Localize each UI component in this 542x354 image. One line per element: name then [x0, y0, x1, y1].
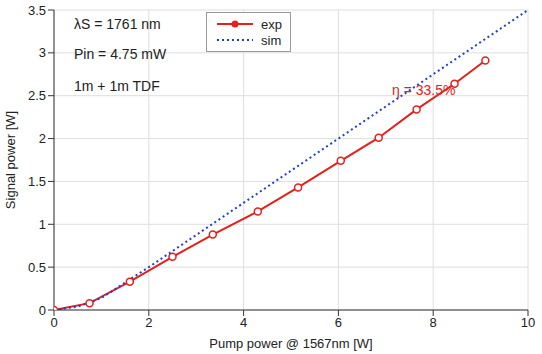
svg-text:8: 8: [430, 315, 437, 330]
svg-text:0.5: 0.5: [28, 260, 46, 275]
svg-text:2: 2: [39, 131, 46, 146]
svg-text:0: 0: [50, 315, 57, 330]
svg-text:6: 6: [335, 315, 342, 330]
svg-text:3: 3: [39, 45, 46, 60]
svg-text:3.5: 3.5: [28, 3, 46, 18]
svg-text:Pump power @ 1567nm [W]: Pump power @ 1567nm [W]: [209, 336, 372, 351]
svg-text:10: 10: [521, 315, 535, 330]
svg-text:2: 2: [145, 315, 152, 330]
svg-text:4: 4: [240, 315, 247, 330]
svg-text:1.5: 1.5: [28, 174, 46, 189]
html-text:Pin = 4.75 mW: Pin = 4.75 mW: [74, 46, 167, 62]
html-text:λS = 1761 nm: λS = 1761 nm: [74, 16, 161, 32]
html-text:exp: exp: [261, 16, 282, 32]
svg-text:1: 1: [39, 217, 46, 232]
html-text:1m + 1m TDF: 1m + 1m TDF: [74, 78, 160, 94]
svg-text:Signal power [W]: Signal power [W]: [3, 111, 18, 209]
html-text:η = 33.5%: η = 33.5%: [392, 82, 456, 98]
svg-text:2.5: 2.5: [28, 88, 46, 103]
html-text:sim: sim: [261, 32, 282, 48]
svg-text:0: 0: [39, 303, 46, 318]
